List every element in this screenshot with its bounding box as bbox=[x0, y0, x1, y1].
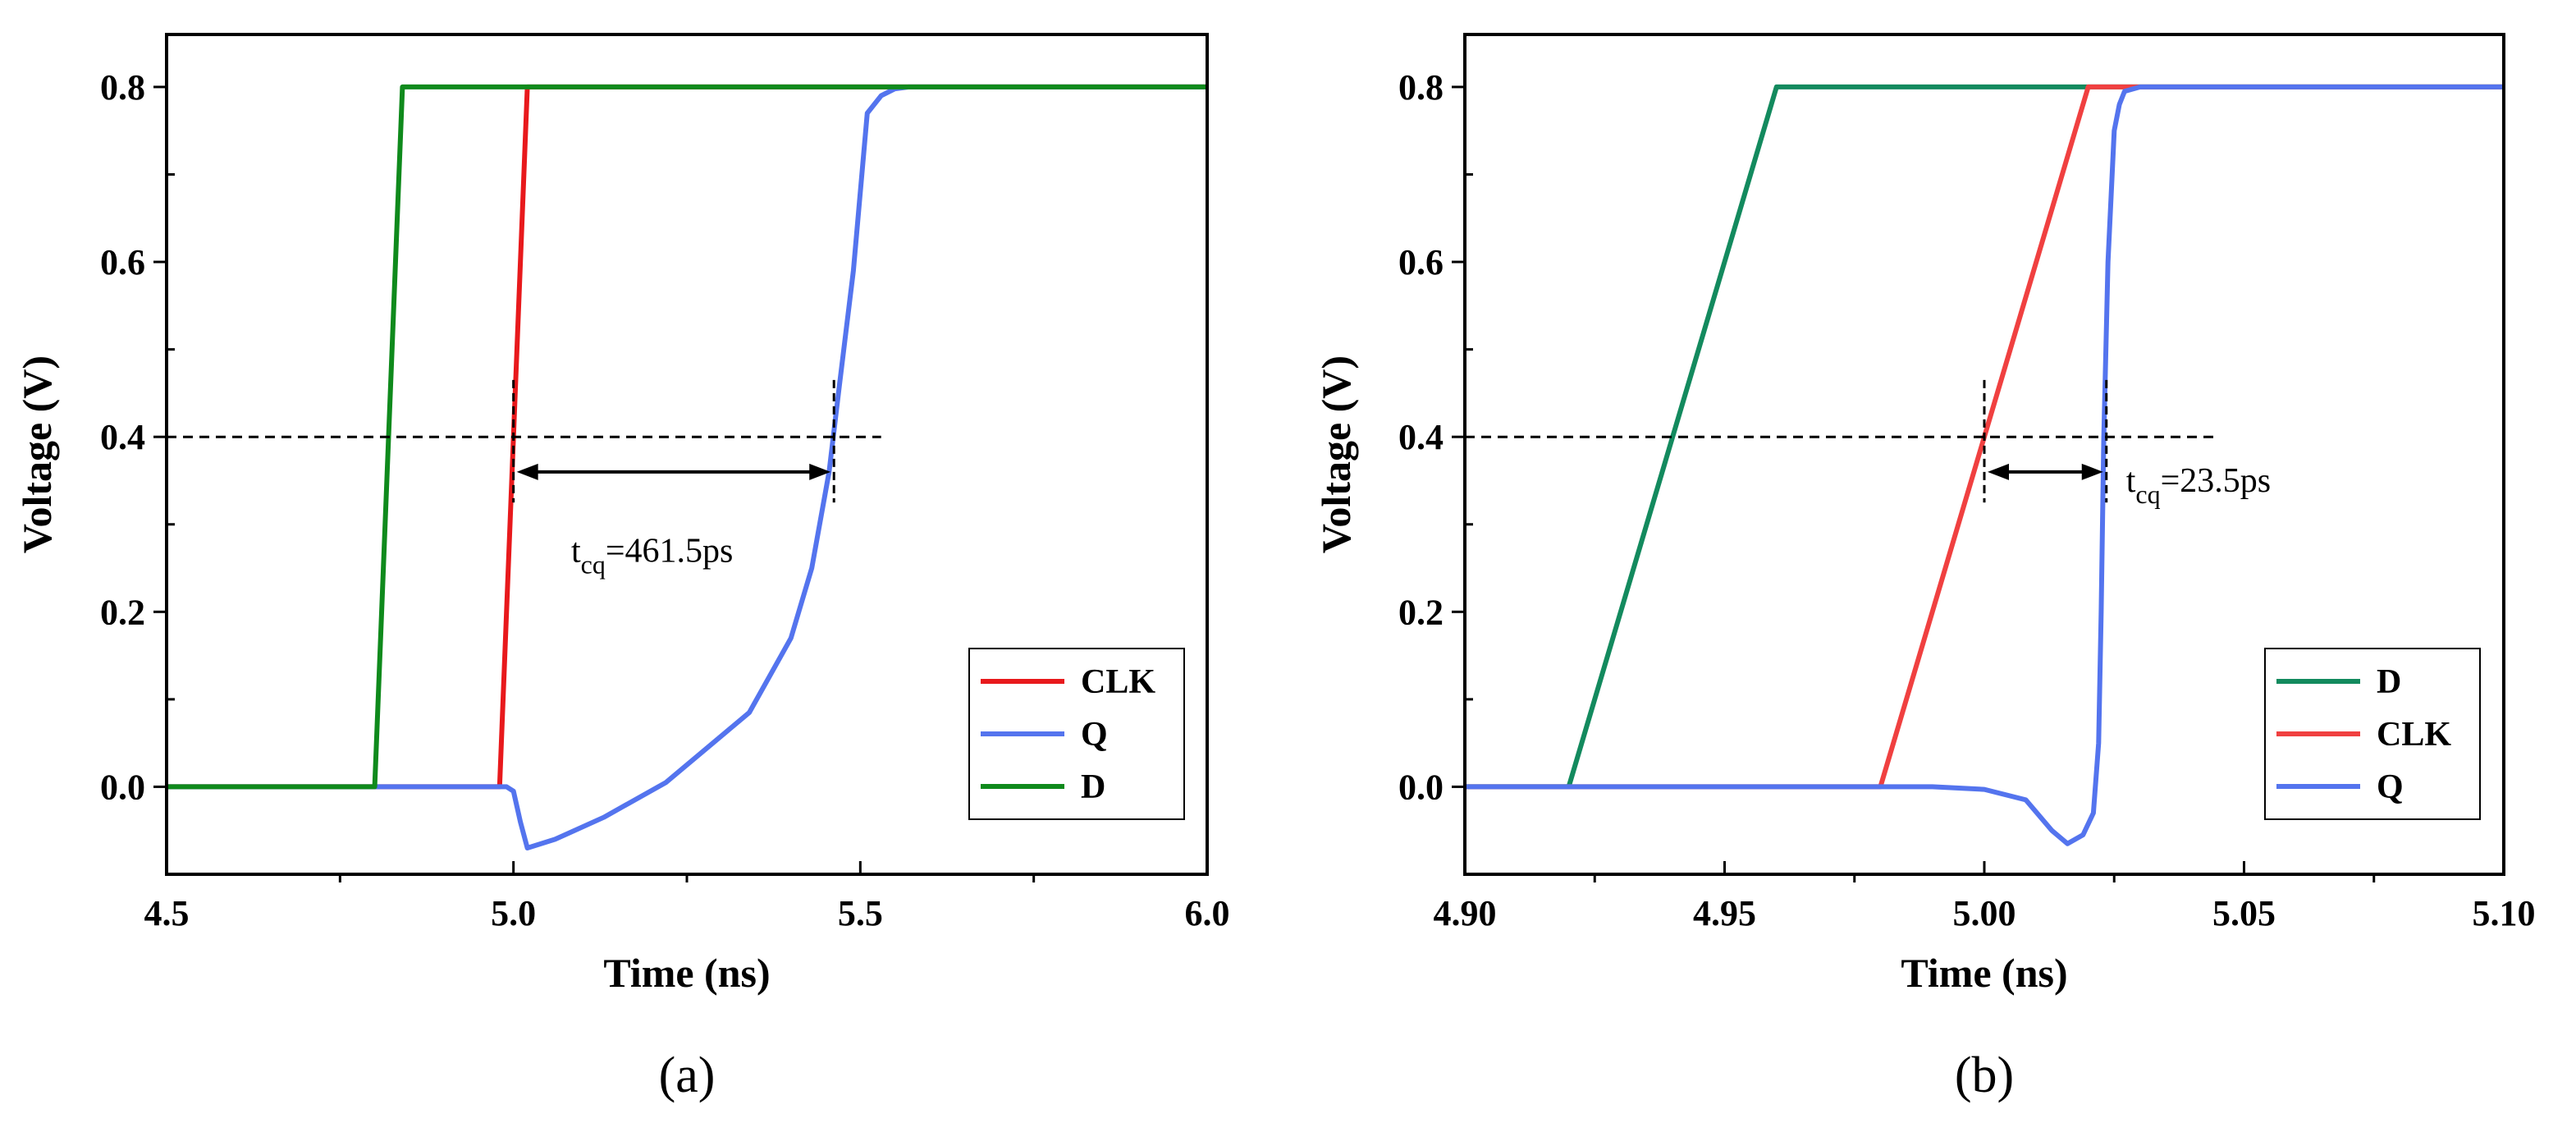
x-tick-label: 5.10 bbox=[2473, 893, 2536, 933]
chart-panel-a: tcq=461.5ps 4.5 5.0 5.5 6.0 0.0 0.2 0.4 0.6 0.8 Ti… bbox=[14, 34, 1230, 1103]
legend-label-clk: CLK bbox=[2377, 716, 2451, 754]
y-tick-label: 0.4 bbox=[100, 417, 145, 457]
y-axis-label: Voltage (V) bbox=[14, 355, 60, 553]
figure: tcq=461.5ps 4.5 5.0 5.5 6.0 0.0 0.2 0.4 0.6 0.8 Ti… bbox=[0, 0, 2576, 1123]
x-tick-label: 4.5 bbox=[144, 893, 190, 933]
tcq-arrow-right-head bbox=[2082, 464, 2103, 480]
tcq-annotation: tcq=461.5ps bbox=[571, 533, 733, 580]
y-tick-label: 0.0 bbox=[100, 767, 145, 807]
x-axis-label: Time (ns) bbox=[1901, 950, 2067, 996]
chart-panel-b: tcq=23.5ps 4.90 4.95 5.00 5.05 5.10 0.0 0.2 0.4 0… bbox=[1313, 34, 2536, 1103]
legend: CLK QD bbox=[969, 649, 1184, 819]
panel-label: (b) bbox=[1955, 1047, 2014, 1103]
tcq-arrow-left-head bbox=[517, 464, 538, 480]
x-tick-label: 5.5 bbox=[838, 893, 883, 933]
x-tick-label: 6.0 bbox=[1185, 893, 1230, 933]
x-tick-label: 5.0 bbox=[491, 893, 536, 933]
legend-label-q: Q bbox=[2377, 768, 2404, 806]
legend-label-d: D bbox=[1081, 768, 1105, 806]
x-tick-label: 5.05 bbox=[2212, 893, 2276, 933]
y-tick-label: 0.0 bbox=[1398, 767, 1444, 807]
legend-label-q: Q bbox=[1081, 716, 1108, 754]
tcq-arrow-left-head bbox=[1988, 464, 2009, 480]
legend-label-clk: CLK bbox=[1081, 663, 1155, 701]
y-tick-label: 0.4 bbox=[1398, 417, 1444, 457]
legend-label-d: D bbox=[2377, 663, 2401, 701]
tcq-annotation: tcq=23.5ps bbox=[2126, 462, 2271, 509]
legend: D CLK Q bbox=[2265, 649, 2480, 819]
y-axis-label: Voltage (V) bbox=[1313, 355, 1359, 553]
y-tick-label: 0.8 bbox=[1398, 67, 1444, 108]
y-tick-label: 0.6 bbox=[100, 242, 145, 282]
x-tick-label: 5.00 bbox=[1953, 893, 2016, 933]
x-tick-label: 4.90 bbox=[1434, 893, 1497, 933]
y-tick-label: 0.2 bbox=[100, 592, 145, 632]
y-tick-label: 0.6 bbox=[1398, 242, 1444, 282]
panel-label: (a) bbox=[659, 1047, 716, 1103]
y-tick-label: 0.2 bbox=[1398, 592, 1444, 632]
y-tick-label: 0.8 bbox=[100, 67, 145, 108]
x-axis-label: Time (ns) bbox=[603, 950, 770, 996]
x-tick-label: 4.95 bbox=[1693, 893, 1756, 933]
